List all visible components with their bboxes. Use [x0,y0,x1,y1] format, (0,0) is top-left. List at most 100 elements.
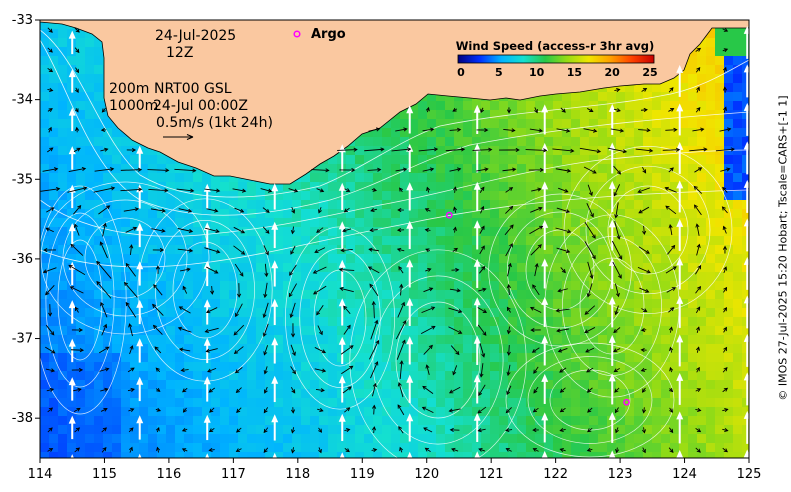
wind-arrow [473,412,481,442]
current-arrow [641,166,647,174]
current-arrow [668,447,674,453]
current-arrow [668,87,674,93]
current-arrow [584,241,596,260]
current-arrow [317,408,324,412]
wind-arrow [338,221,346,249]
current-arrow [694,204,702,216]
current-arrow [180,368,189,373]
wind-arrow [203,414,211,441]
current-arrow [182,387,188,393]
current-arrow [291,206,296,214]
current-arrow [610,128,625,133]
wind-arrow [203,299,211,325]
current-arrow [722,28,729,32]
current-arrow [640,107,648,113]
current-arrow [722,408,729,413]
current-arrow [613,348,621,353]
x-axis-ticks: 114 115 116 117 118 119 120 121 122 123 124 125 [28,458,761,482]
current-arrow [155,387,161,392]
current-arrow [638,246,650,254]
current-arrow [68,166,87,172]
current-arrow [311,168,330,173]
current-arrow [369,283,379,296]
current-arrow [478,447,486,452]
current-arrow [263,447,269,453]
current-arrow [290,407,296,414]
current-arrow [506,306,511,313]
current-arrow [234,367,243,374]
current-arrow [339,167,356,173]
argo-floats [445,211,630,406]
current-arrow [343,324,351,335]
current-arrow [123,281,138,298]
current-arrow [614,202,619,219]
wind-arrow [272,452,278,458]
current-arrow [425,248,431,253]
current-arrow [532,284,540,296]
current-arrow [614,88,621,93]
current-arrow [75,67,79,74]
current-arrow [587,184,593,197]
current-arrow [314,347,327,354]
current-arrow [180,267,191,272]
current-arrow [665,266,677,274]
colorbar-ticks: 0 5 10 15 20 25 [457,66,657,79]
current-arrow [448,326,463,334]
colorbar-title: Wind Speed (access-r 3hr avg) [456,39,655,53]
current-arrow [94,167,115,172]
current-arrow [128,323,133,337]
current-arrow [371,300,376,319]
current-arrow [398,426,404,434]
current-arrow [614,407,619,414]
current-arrow [722,427,729,432]
current-arrow [587,427,593,433]
current-arrow [421,306,436,314]
current-arrow [586,203,594,218]
current-arrow [613,368,620,373]
current-arrow [420,325,436,334]
current-arrow [397,382,404,398]
current-arrow [127,387,135,392]
current-arrow [556,207,571,214]
x-tick-label: 122 [543,467,568,482]
current-arrow [74,306,79,313]
wind-arrow [743,218,749,252]
argo-float-marker [445,211,453,219]
current-arrow [235,448,242,452]
wind-arrow [338,375,346,403]
current-arrow [723,266,728,274]
current-arrow [46,387,55,392]
colorbar-tick-label: 20 [605,66,621,79]
current-arrow [695,47,702,52]
current-arrow [723,326,727,333]
current-arrow [695,346,700,353]
wind-arrow [68,146,76,170]
current-arrow [451,447,459,452]
x-tick-label: 114 [28,467,53,482]
current-arrow [343,305,351,315]
current-arrow [101,427,108,433]
current-arrow [372,382,377,397]
current-arrow [534,107,538,114]
current-arrow [73,205,82,215]
current-arrow [101,323,108,336]
current-arrow [640,347,647,353]
current-arrow [316,305,324,316]
current-arrow [696,366,700,373]
current-arrow [399,446,404,453]
current-arrow [263,407,269,414]
current-arrow [313,285,327,295]
current-arrow [99,241,108,259]
current-arrow [395,320,407,340]
current-arrow [370,361,379,379]
current-arrow [668,307,675,313]
current-arrow [669,388,674,393]
current-arrow [290,323,296,338]
wind-arrow [473,374,481,404]
current-arrow [586,367,594,373]
wind-arrow [743,25,749,59]
current-arrow [399,360,404,379]
current-arrow [209,407,215,413]
current-arrow [668,167,674,173]
wind-arrow [406,105,414,134]
